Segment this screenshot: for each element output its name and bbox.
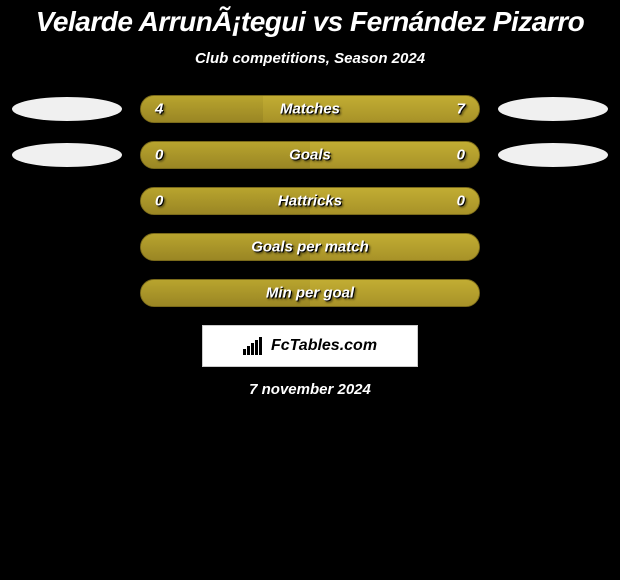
comparison-widget: Velarde ArrunÃ¡tegui vs Fernández Pizarr… [0,0,620,580]
brand-badge[interactable]: FcTables.com [202,325,418,367]
stat-row: Goals 0 0 [0,141,620,169]
bar-right-fill [310,142,479,168]
subtitle: Club competitions, Season 2024 [0,50,620,67]
stat-bar: Min per goal [140,279,480,307]
player-right-oval [498,97,608,121]
stat-value-right: 0 [457,147,465,164]
stat-value-left: 0 [155,147,163,164]
stat-row: Min per goal [0,279,620,307]
player-right-oval [498,143,608,167]
stat-bar: Goals 0 0 [140,141,480,169]
stat-bar: Matches 4 7 [140,95,480,123]
stat-value-right: 0 [457,193,465,210]
player-left-oval [12,97,122,121]
stat-row: Matches 4 7 [0,95,620,123]
footer-date: 7 november 2024 [0,381,620,398]
player-left-oval [12,143,122,167]
stat-bar: Hattricks 0 0 [140,187,480,215]
stat-label: Goals [289,147,331,164]
stat-value-right: 7 [457,101,465,118]
stat-label: Min per goal [266,285,354,302]
stat-label: Goals per match [251,239,369,256]
stat-row: Hattricks 0 0 [0,187,620,215]
stat-bar: Goals per match [140,233,480,261]
stat-row: Goals per match [0,233,620,261]
stat-label: Matches [280,101,340,118]
bar-left-fill [141,142,310,168]
stat-value-left: 4 [155,101,163,118]
stat-rows: Matches 4 7 Goals 0 0 Hattricks 0 0 Goals per mat… [0,95,620,307]
brand-text: FcTables.com [271,337,377,355]
bars-icon [243,337,265,355]
stat-value-left: 0 [155,193,163,210]
page-title: Velarde ArrunÃ¡tegui vs Fernández Pizarr… [0,6,620,38]
stat-label: Hattricks [278,193,342,210]
